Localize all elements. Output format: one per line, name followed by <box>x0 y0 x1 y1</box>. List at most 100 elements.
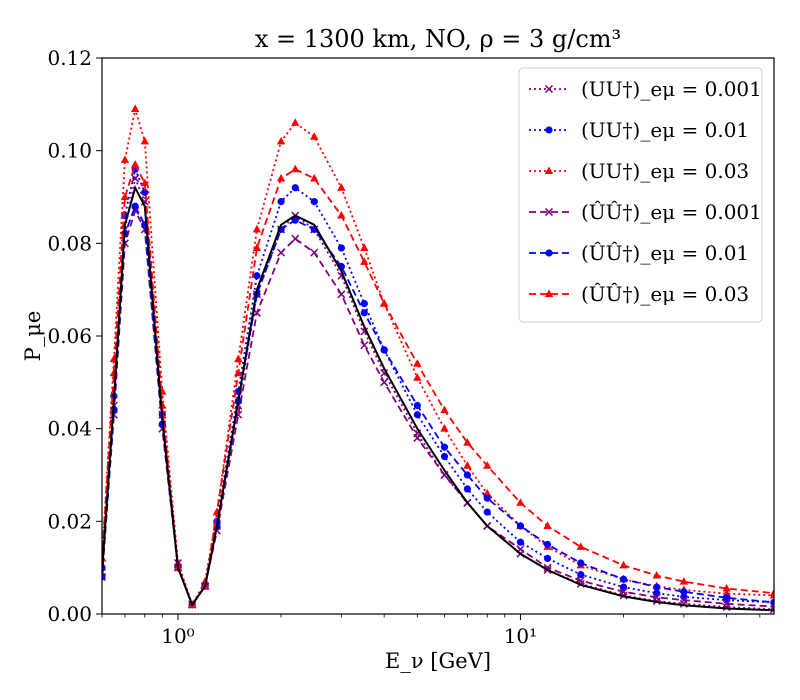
series-4-point-23 <box>543 540 552 549</box>
series-4-point-28 <box>723 594 731 602</box>
series-5-point-14 <box>310 173 319 182</box>
series-1-point-14 <box>310 198 318 206</box>
series-2-point-12 <box>276 136 286 145</box>
series-5-point-17 <box>379 299 389 307</box>
legend-marker-3 <box>544 207 554 217</box>
series-2-point-20 <box>463 461 472 469</box>
series-0-point-3 <box>131 174 140 183</box>
series-4-point-13 <box>291 216 299 224</box>
series-2-point-11 <box>252 224 262 233</box>
series-5-point-4 <box>140 178 149 187</box>
legend-marker-0 <box>544 84 554 94</box>
series-2-point-4 <box>140 136 149 145</box>
series-1-point-19 <box>440 452 449 461</box>
legend-label-1: (UU†)_eμ = 0.01 <box>581 118 749 142</box>
series-1-point-16 <box>360 299 368 308</box>
series-5-point-3 <box>130 160 140 168</box>
y-axis: 0.00 0.02 0.04 0.06 0.08 0.10 0.12 <box>47 46 102 626</box>
series-4-point-22 <box>516 522 525 530</box>
series-5-point-15 <box>337 211 346 219</box>
series-5-point-18 <box>413 359 422 367</box>
series-4-point-19 <box>440 443 449 451</box>
series-1-point-15 <box>337 244 345 252</box>
series-4-point-17 <box>380 346 388 354</box>
legend-label-5: (ÛÛ†)_eμ = 0.03 <box>581 281 749 306</box>
series-3-point-28 <box>722 599 731 608</box>
series-2-point-3 <box>130 104 140 112</box>
series-3-point-13 <box>291 234 300 243</box>
y-tick-label: 0.06 <box>47 324 92 348</box>
series-5-point-16 <box>360 257 369 265</box>
series-4-point-26 <box>653 583 661 591</box>
series-1-point-4 <box>141 188 149 196</box>
series-3-point-27 <box>679 596 688 605</box>
series-5-line <box>102 162 774 607</box>
series-5-point-20 <box>463 438 472 446</box>
legend-marker-5 <box>544 289 554 297</box>
series-5-point-26 <box>652 571 661 579</box>
legend-entry-3: (ÛÛ†)_eμ = 0.001 <box>529 199 762 224</box>
legend-entry-2: (UU†)_eμ = 0.03 <box>529 159 749 183</box>
series-5-point-28 <box>722 584 731 592</box>
series-5-point-11 <box>252 243 262 251</box>
legend: (UU†)_eμ = 0.001 (UU†)_eμ = 0.01 (UU†)_eμ … <box>518 67 763 323</box>
series-5-point-10 <box>234 368 243 377</box>
series-2-line <box>102 108 774 607</box>
legend-label-2: (UU†)_eμ = 0.03 <box>581 159 749 183</box>
series-2-point-14 <box>310 132 319 140</box>
legend-label-4: (ÛÛ†)_eμ = 0.01 <box>581 240 749 265</box>
series-3-point-15 <box>337 290 346 299</box>
series-3-point-26 <box>652 593 661 602</box>
series-4-point-0 <box>102 573 106 581</box>
series-2-point-16 <box>360 243 369 251</box>
series-5-point-19 <box>440 405 449 414</box>
series-4-point-29 <box>770 598 774 607</box>
legend-marker-2 <box>544 166 554 174</box>
legend-entry-0: (UU†)_eμ = 0.001 <box>529 77 762 101</box>
legend-label-3: (ÛÛ†)_eμ = 0.001 <box>581 199 762 224</box>
series-1-point-13 <box>291 184 299 192</box>
x-axis-label: E_ν [GeV] <box>385 649 491 673</box>
series-6 <box>102 185 774 612</box>
legend-marker-4 <box>545 249 553 257</box>
series-5-point-29 <box>769 588 774 597</box>
series-5-point-12 <box>276 173 286 182</box>
series-3-point-18 <box>413 433 422 442</box>
series-5-point-22 <box>516 498 525 506</box>
series-4-point-24 <box>577 559 585 567</box>
y-tick-label: 0.04 <box>47 417 92 441</box>
series-1-point-22 <box>516 538 525 546</box>
series-5-point-21 <box>483 461 492 469</box>
series-5-point-25 <box>619 560 628 569</box>
series-4-point-25 <box>619 575 628 583</box>
series-4-point-27 <box>680 588 688 596</box>
series-5-point-5 <box>158 401 167 409</box>
series-2-point-19 <box>440 424 449 432</box>
series-4-point-21 <box>483 494 491 502</box>
y-axis-label: P_μe <box>21 311 45 362</box>
series-1-point-21 <box>483 508 491 516</box>
legend-entry-1: (UU†)_eμ = 0.01 <box>529 118 749 142</box>
series-5-point-13 <box>291 164 300 173</box>
series-2-point-18 <box>413 373 422 381</box>
y-tick-label: 0.12 <box>47 46 92 70</box>
series-3-point-12 <box>277 248 286 257</box>
legend-label-0: (UU†)_eμ = 0.001 <box>581 77 762 101</box>
series-4-point-18 <box>413 401 421 410</box>
series-0-line <box>102 175 774 611</box>
series-2-point-13 <box>291 118 300 126</box>
legend-entry-4: (ÛÛ†)_eμ = 0.01 <box>529 240 749 265</box>
series-3-point-17 <box>380 378 389 387</box>
series-4-point-20 <box>463 471 471 479</box>
series-1-point-18 <box>413 411 421 419</box>
legend-entry-5: (ÛÛ†)_eμ = 0.03 <box>529 281 749 306</box>
x-tick-label: 10¹ <box>504 624 537 648</box>
x-axis: 10⁰ 10¹ <box>101 614 761 648</box>
series-4-point-16 <box>360 309 368 317</box>
series-1-point-24 <box>577 571 585 579</box>
x-tick-label: 10⁰ <box>161 624 194 648</box>
plot-area <box>102 104 774 614</box>
y-tick-label: 0.00 <box>47 602 92 626</box>
series-1-point-23 <box>543 554 552 563</box>
y-tick-label: 0.10 <box>47 139 92 163</box>
